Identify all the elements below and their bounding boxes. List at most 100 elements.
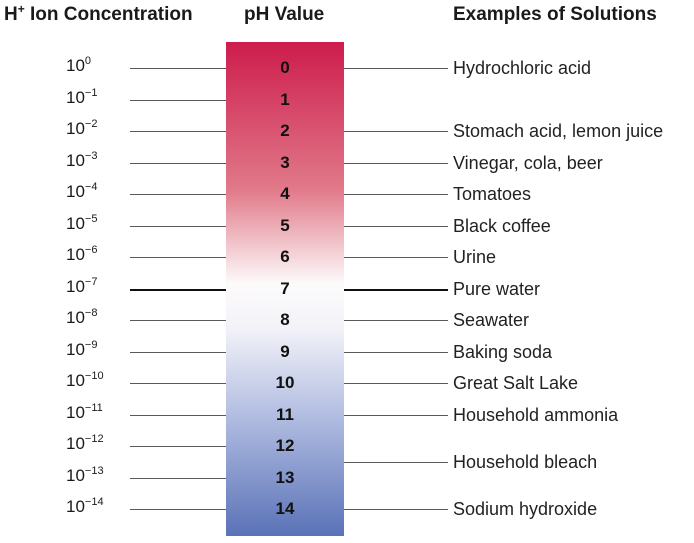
example-leader-line bbox=[344, 383, 448, 384]
header-plus-superscript: + bbox=[17, 2, 25, 16]
ph-value-4: 4 bbox=[280, 184, 290, 203]
concentration-base: 10 bbox=[66, 403, 85, 422]
header-ion-concentration: H+ Ion Concentration bbox=[4, 2, 193, 26]
concentration-leader-line bbox=[130, 415, 226, 416]
example-leader-line bbox=[344, 462, 448, 463]
ph-value-8: 8 bbox=[280, 310, 290, 329]
concentration-exponent: −4 bbox=[84, 181, 98, 193]
concentration-leader-line bbox=[130, 478, 226, 479]
header-concentration-label: Ion Concentration bbox=[24, 4, 193, 25]
concentration-base: 10 bbox=[66, 119, 85, 138]
concentration-exponent: −1 bbox=[84, 87, 98, 99]
concentration-label-11: 10−11 bbox=[66, 403, 126, 423]
concentration-leader-line bbox=[130, 226, 226, 227]
concentration-leader-line bbox=[130, 163, 226, 164]
concentration-label-6: 10−6 bbox=[66, 245, 126, 265]
example-label: Black coffee bbox=[453, 216, 551, 236]
example-label: Tomatoes bbox=[453, 184, 532, 204]
example-leader-line bbox=[344, 131, 448, 132]
ph-value-7: 7 bbox=[280, 279, 290, 298]
concentration-leader-line bbox=[130, 68, 226, 69]
ph-value-1: 1 bbox=[280, 90, 290, 109]
example-label: Household ammonia bbox=[453, 405, 619, 425]
example-leader-line bbox=[344, 352, 448, 353]
example-leader-line bbox=[344, 509, 448, 510]
example-label: Urine bbox=[453, 247, 497, 267]
concentration-leader-line bbox=[130, 446, 226, 447]
ph-value-0: 0 bbox=[280, 58, 290, 77]
concentration-label-13: 10−13 bbox=[66, 466, 126, 486]
example-label: Sodium hydroxide bbox=[453, 499, 598, 519]
ph-value-11: 11 bbox=[276, 405, 294, 424]
concentration-label-12: 10−12 bbox=[66, 434, 126, 454]
concentration-leader-line bbox=[130, 509, 226, 510]
example-leader-line bbox=[344, 415, 448, 416]
example-label: Vinegar, cola, beer bbox=[453, 153, 603, 173]
concentration-exponent: −10 bbox=[84, 370, 104, 382]
concentration-exponent: −13 bbox=[84, 465, 104, 477]
concentration-label-4: 10−4 bbox=[66, 182, 126, 202]
example-label: Pure water bbox=[453, 279, 541, 299]
concentration-leader-line bbox=[130, 100, 226, 101]
concentration-exponent: −11 bbox=[84, 402, 103, 414]
concentration-exponent: 0 bbox=[84, 55, 92, 67]
concentration-label-14: 10−14 bbox=[66, 497, 126, 517]
example-leader-line bbox=[344, 320, 448, 321]
concentration-leader-line bbox=[130, 383, 226, 384]
concentration-leader-line bbox=[130, 352, 226, 353]
example-leader-line bbox=[344, 257, 448, 258]
ph-value-6: 6 bbox=[280, 247, 290, 266]
concentration-label-3: 10−3 bbox=[66, 151, 126, 171]
example-label: Baking soda bbox=[453, 342, 553, 362]
ph-value-14: 14 bbox=[275, 499, 295, 518]
concentration-exponent: −6 bbox=[84, 244, 98, 256]
concentration-base: 10 bbox=[66, 151, 85, 170]
concentration-exponent: −7 bbox=[84, 276, 98, 288]
concentration-base: 10 bbox=[66, 182, 85, 201]
concentration-leader-line bbox=[130, 257, 226, 258]
concentration-base: 10 bbox=[66, 245, 85, 264]
ph-value-2: 2 bbox=[280, 121, 290, 140]
example-leader-line bbox=[344, 289, 448, 291]
concentration-base: 10 bbox=[66, 214, 85, 233]
header-ph-value: pH Value bbox=[244, 4, 325, 25]
concentration-label-1: 10−1 bbox=[66, 88, 126, 108]
example-leader-line bbox=[344, 163, 448, 164]
concentration-base: 10 bbox=[66, 308, 85, 327]
example-leader-line bbox=[344, 194, 448, 195]
example-label: Great Salt Lake bbox=[453, 373, 579, 393]
ph-value-12: 12 bbox=[275, 436, 295, 455]
concentration-base: 10 bbox=[66, 56, 85, 75]
concentration-base: 10 bbox=[66, 497, 85, 516]
ph-value-9: 9 bbox=[280, 342, 290, 361]
concentration-exponent: −8 bbox=[84, 307, 98, 319]
concentration-exponent: −9 bbox=[84, 339, 98, 351]
concentration-exponent: −12 bbox=[84, 433, 104, 445]
concentration-label-8: 10−8 bbox=[66, 308, 126, 328]
concentration-leader-line bbox=[130, 131, 226, 132]
ph-value-5: 5 bbox=[280, 216, 290, 235]
concentration-leader-line bbox=[130, 320, 226, 321]
concentration-label-5: 10−5 bbox=[66, 214, 126, 234]
example-label: Hydrochloric acid bbox=[453, 58, 592, 78]
concentration-base: 10 bbox=[66, 466, 85, 485]
ph-value-10: 10 bbox=[275, 373, 295, 392]
concentration-base: 10 bbox=[66, 88, 85, 107]
example-label: Stomach acid, lemon juice bbox=[453, 121, 664, 141]
concentration-leader-line bbox=[130, 289, 226, 291]
concentration-label-0: 100 bbox=[66, 56, 126, 76]
concentration-label-9: 10−9 bbox=[66, 340, 126, 360]
concentration-exponent: −3 bbox=[84, 150, 98, 162]
example-leader-line bbox=[344, 226, 448, 227]
concentration-leader-line bbox=[130, 194, 226, 195]
example-label: Household bleach bbox=[453, 452, 598, 472]
ph-value-13: 13 bbox=[275, 468, 295, 487]
concentration-exponent: −14 bbox=[84, 496, 104, 508]
header-h-symbol: H bbox=[4, 4, 18, 25]
ph-gradient-bar bbox=[226, 42, 344, 536]
concentration-base: 10 bbox=[66, 340, 85, 359]
header-examples: Examples of Solutions bbox=[453, 4, 657, 25]
concentration-label-2: 10−2 bbox=[66, 119, 126, 139]
ph-value-3: 3 bbox=[280, 153, 290, 172]
concentration-exponent: −2 bbox=[84, 118, 98, 130]
